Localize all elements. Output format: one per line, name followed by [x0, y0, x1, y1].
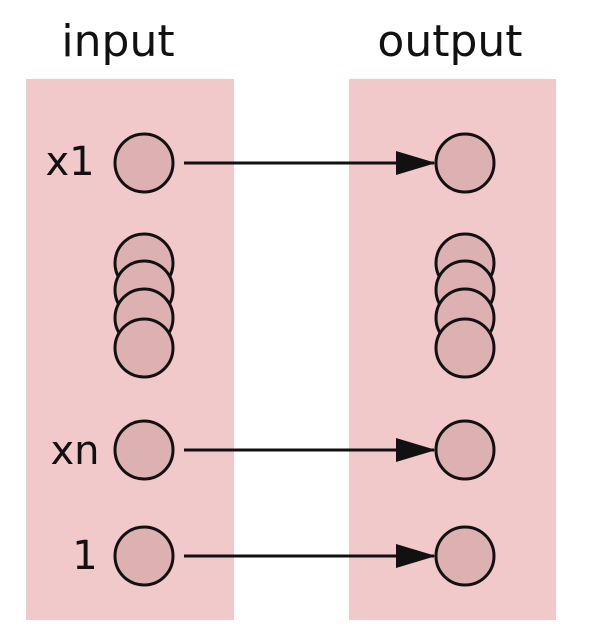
output-node-stack-4 — [434, 317, 496, 379]
input-layer-title: input — [61, 16, 174, 67]
input-node-stack-4 — [113, 317, 175, 379]
output-node-1 — [434, 132, 496, 194]
output-layer-title: output — [377, 16, 522, 67]
input-node-xn — [113, 419, 175, 481]
bias-label: 1 — [72, 533, 97, 579]
output-node-n — [434, 419, 496, 481]
input-node-bias — [113, 525, 175, 587]
input-node-x1 — [113, 132, 175, 194]
x1-label: x1 — [45, 139, 94, 185]
xn-label: xn — [50, 428, 99, 474]
output-node-bias — [434, 525, 496, 587]
